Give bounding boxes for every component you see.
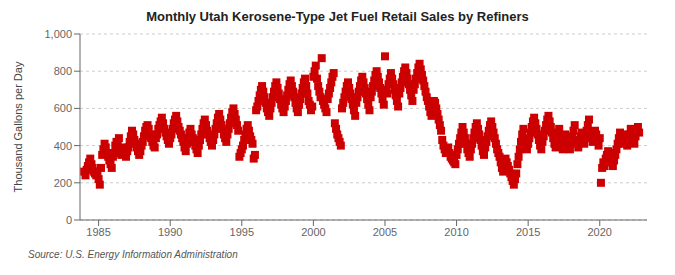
svg-text:2010: 2010 [444,226,468,238]
svg-text:2005: 2005 [373,226,397,238]
svg-text:0: 0 [66,214,72,226]
svg-text:1995: 1995 [230,226,254,238]
svg-text:2000: 2000 [301,226,325,238]
html-text:Monthly Utah Kerosene-Type Jet: Monthly Utah Kerosene-Type Jet Fuel Reta… [146,9,529,24]
svg-text:1,000: 1,000 [44,28,72,40]
svg-text:800: 800 [54,65,72,77]
svg-text:2020: 2020 [588,226,612,238]
svg-text:2015: 2015 [516,226,540,238]
svg-text:400: 400 [54,140,72,152]
svg-text:1985: 1985 [86,226,110,238]
svg-text:600: 600 [54,102,72,114]
html-text:Source: U.S. Energy Informatio: Source: U.S. Energy Information Administ… [28,249,238,260]
svg-text:1990: 1990 [158,226,182,238]
svg-text:200: 200 [54,177,72,189]
svg-text:Thousand Gallons per Day: Thousand Gallons per Day [12,61,24,192]
